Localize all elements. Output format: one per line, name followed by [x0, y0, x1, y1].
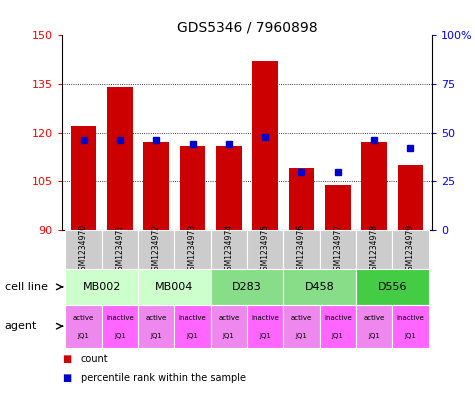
Bar [138, 305, 174, 348]
Text: GSM1234978: GSM1234978 [370, 224, 379, 275]
Text: GSM1234970: GSM1234970 [79, 224, 88, 275]
Text: GSM1234973: GSM1234973 [188, 224, 197, 275]
Text: active: active [363, 316, 385, 321]
Text: JQ1: JQ1 [187, 333, 199, 339]
Text: cell line: cell line [5, 282, 48, 292]
Text: JQ1: JQ1 [368, 333, 380, 339]
Bar [247, 230, 283, 269]
Bar [71, 126, 96, 230]
Bar [138, 269, 211, 305]
Text: active: active [145, 316, 167, 321]
Bar [325, 184, 351, 230]
Text: active: active [73, 316, 94, 321]
Text: JQ1: JQ1 [77, 333, 89, 339]
Text: JQ1: JQ1 [405, 333, 417, 339]
Text: inactive: inactive [106, 316, 134, 321]
Text: GSM1234974: GSM1234974 [224, 224, 233, 275]
Text: GSM1234972: GSM1234972 [152, 224, 161, 275]
Bar [211, 305, 247, 348]
Text: JQ1: JQ1 [223, 333, 235, 339]
Text: JQ1: JQ1 [295, 333, 307, 339]
Bar [174, 230, 211, 269]
Bar [392, 305, 428, 348]
Text: GSM1234971: GSM1234971 [115, 224, 124, 275]
Bar [216, 145, 242, 230]
Bar [107, 87, 133, 230]
Bar [283, 269, 356, 305]
Text: JQ1: JQ1 [150, 333, 162, 339]
Bar [361, 142, 387, 230]
Text: GSM1234977: GSM1234977 [333, 224, 342, 275]
Text: count: count [81, 354, 108, 364]
Text: MB004: MB004 [155, 282, 193, 292]
Bar [66, 230, 102, 269]
Bar [283, 305, 320, 348]
Text: D556: D556 [378, 282, 407, 292]
Text: agent: agent [5, 321, 37, 331]
Bar [180, 145, 205, 230]
Text: active: active [218, 316, 239, 321]
Bar [320, 305, 356, 348]
Bar [283, 230, 320, 269]
Text: D283: D283 [232, 282, 262, 292]
Bar [398, 165, 423, 230]
Bar [247, 305, 283, 348]
Bar [66, 269, 138, 305]
Text: inactive: inactive [251, 316, 279, 321]
Bar [138, 230, 174, 269]
Bar [211, 269, 283, 305]
Bar [143, 142, 169, 230]
Bar [289, 168, 314, 230]
Bar [356, 230, 392, 269]
Text: MB002: MB002 [83, 282, 121, 292]
Bar [102, 305, 138, 348]
Text: active: active [291, 316, 312, 321]
Bar [66, 305, 102, 348]
Bar [356, 269, 428, 305]
Text: inactive: inactive [397, 316, 424, 321]
Bar [174, 305, 211, 348]
Bar [102, 230, 138, 269]
Text: GSM1234976: GSM1234976 [297, 224, 306, 275]
Text: inactive: inactive [179, 316, 207, 321]
Text: ■: ■ [62, 373, 71, 382]
Bar [356, 305, 392, 348]
Text: JQ1: JQ1 [114, 333, 126, 339]
Bar [252, 61, 278, 230]
Bar [320, 230, 356, 269]
Text: GSM1234975: GSM1234975 [261, 224, 270, 275]
Text: percentile rank within the sample: percentile rank within the sample [81, 373, 246, 382]
Text: D458: D458 [305, 282, 334, 292]
Text: JQ1: JQ1 [332, 333, 344, 339]
Text: ■: ■ [62, 354, 71, 364]
Text: GSM1234979: GSM1234979 [406, 224, 415, 275]
Title: GDS5346 / 7960898: GDS5346 / 7960898 [177, 20, 317, 34]
Text: inactive: inactive [324, 316, 352, 321]
Bar [211, 230, 247, 269]
Text: JQ1: JQ1 [259, 333, 271, 339]
Bar [392, 230, 428, 269]
